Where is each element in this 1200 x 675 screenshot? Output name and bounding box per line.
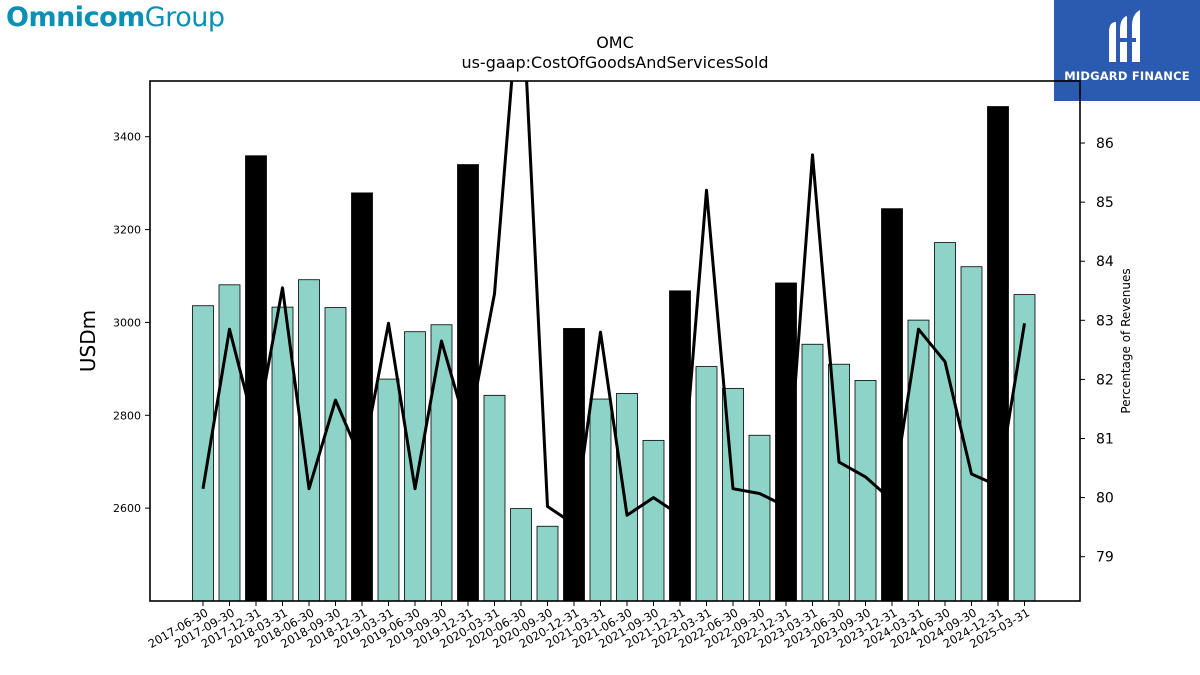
bar-2019-03-31 [377,378,400,601]
line-series [201,81,1026,526]
y-tick-label: 3200 [113,224,141,237]
bar-2020-03-31 [483,394,506,601]
y2-tick-label: 79 [1096,550,1114,566]
bar-2022-09-30 [748,434,771,601]
y2-tick-label: 82 [1096,372,1114,388]
y-tick-label: 3400 [113,131,141,144]
bar-2024-06-30 [934,242,956,601]
bar-2018-09-30 [324,307,347,601]
y2-axis-label: Percentage of Revenues [1119,268,1133,413]
bar-2017-06-30 [192,305,214,601]
bar-2018-03-31 [271,306,294,601]
chart-title: OMC [596,33,634,52]
bar-2024-03-31 [907,319,930,601]
bar-2024-09-30 [960,266,983,601]
left-axis-ticks: 2600 2800 3000 3200 3400 [113,131,150,515]
bar-2020-09-30 [536,525,559,601]
y-axis-label: USDm [76,310,100,372]
revenue-percentage-line [201,81,1026,526]
y2-tick-label: 86 [1096,136,1114,152]
bar-2019-09-30 [430,324,453,601]
bar-2020-12-31 [563,328,585,601]
bar-2020-06-30 [510,508,532,601]
bar-2019-06-30 [404,331,426,601]
y-tick-label: 2800 [113,409,141,422]
y-tick-label: 2600 [113,502,141,515]
bar-2021-12-31 [669,290,691,601]
bar-2023-09-30 [854,380,877,601]
plot-frame [149,80,1081,602]
logo-omnicom-text: Omnicom [6,2,145,33]
bar-2023-12-31 [881,208,903,601]
bar-2021-03-31 [589,398,612,601]
bar-2024-12-31 [987,106,1009,601]
y2-tick-label: 84 [1096,254,1114,270]
logo-group-text: Group [144,2,225,33]
bar-2023-03-31 [801,343,824,601]
bar-2021-09-30 [642,439,665,601]
bar-2018-12-31 [351,192,373,601]
bar-2018-06-30 [298,279,320,601]
bar-2022-12-31 [775,282,797,601]
bar-2025-03-31 [1013,294,1036,601]
midgard-finance-logo: MIDGARD FINANCE [1054,0,1200,101]
x-axis-ticks: 2017-06-302017-09-302017-12-312018-03-31… [146,601,1032,651]
y2-tick-label: 83 [1096,313,1114,329]
bar-series [192,106,1036,601]
chart-subtitle: us-gaap:CostOfGoodsAndServicesSold [461,53,768,72]
midgard-logo-text: MIDGARD FINANCE [1064,69,1190,83]
right-axis-ticks: 79 80 81 82 83 84 85 86 [1080,136,1114,566]
bar-2023-06-30 [828,363,850,601]
y-tick-label: 3000 [113,316,141,329]
midgard-emblem-icon [1109,10,1140,62]
bar-2019-12-31 [457,164,479,601]
omnicom-group-logo: OmnicomGroup [6,2,225,33]
y2-tick-label: 85 [1096,195,1114,211]
bar-2017-12-31 [245,155,267,601]
y2-tick-label: 81 [1096,432,1114,448]
bar-2022-03-31 [695,366,718,601]
y2-tick-label: 80 [1096,491,1114,507]
bar-2021-06-30 [616,393,638,601]
